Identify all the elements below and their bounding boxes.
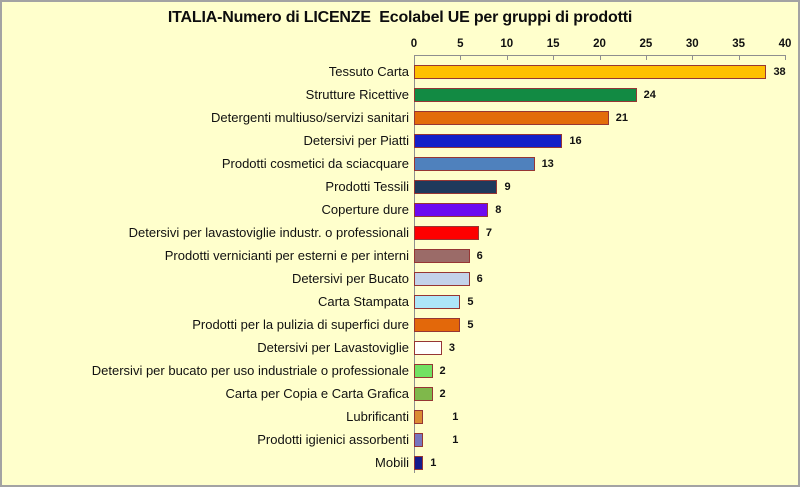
x-axis-tick-mark [506,55,508,60]
bar [414,249,470,263]
x-axis-tick-label: 15 [546,38,560,50]
category-label: Detersivi per Lavastoviglie [257,340,409,355]
category-label: Detergenti multiuso/servizi sanitari [211,110,409,125]
category-label: Detersivi per bucato per uso industriale… [91,363,409,378]
bar [414,203,489,217]
value-label: 9 [504,181,511,193]
category-label: Prodotti cosmetici da sciacquare [221,156,409,171]
x-axis-tick-label: 10 [500,38,514,50]
bar [414,88,637,102]
category-label: Mobili [375,455,409,470]
category-label: Carta Stampata [317,294,409,309]
value-label: 6 [476,273,483,285]
x-axis-tick-mark [785,55,786,60]
bar [414,180,498,194]
y-axis-line [414,55,415,473]
category-label: Prodotti vernicianti per esterni e per i… [164,248,409,263]
bar [414,318,461,332]
bar [414,134,563,148]
category-label: Strutture Ricettive [305,87,409,102]
value-label: 38 [773,66,786,78]
bar [414,65,767,79]
bar [414,295,461,309]
bar [414,272,470,286]
bar [414,387,433,401]
category-label: Detersivi per lavastoviglie industr. o p… [128,225,409,240]
bar [414,456,424,470]
category-label: Lubrificanti [346,409,409,424]
x-axis-tick-label: 40 [778,38,792,50]
value-label: 21 [615,112,629,124]
bar [414,111,609,125]
category-label: Tessuto Carta [328,64,409,79]
value-label: 2 [439,365,446,377]
category-label: Detersivi per Piatti [303,133,409,148]
bar [414,226,479,240]
bar [414,410,424,424]
value-label: 1 [452,411,459,423]
x-axis-tick-label: 35 [732,38,746,50]
value-label: 5 [467,296,474,308]
x-axis-tick-label: 5 [457,38,464,50]
category-label: Detersivi per Bucato [291,271,409,286]
value-label: 1 [430,457,437,469]
category-label: Prodotti Tessili [325,179,409,194]
bar [414,341,442,355]
x-axis-tick-label: 20 [593,38,606,50]
x-axis-tick-mark [738,55,740,60]
value-label: 7 [485,227,493,239]
x-axis-tick-mark [599,55,601,60]
value-label: 5 [467,319,474,331]
value-label: 2 [439,388,446,400]
x-axis-tick-mark [645,55,647,60]
x-axis-tick-mark [553,55,555,60]
value-label: 8 [495,204,502,216]
x-axis-tick-mark [460,55,462,60]
bar [414,157,535,171]
value-label: 13 [541,158,554,170]
category-label: Prodotti igienici assorbenti [257,432,409,447]
value-label: 24 [643,89,656,101]
chart-title: ITALIA-Numero di LICENZE Ecolabel UE per… [167,9,633,26]
x-axis-tick-label: 30 [685,38,699,50]
x-axis-tick-mark [692,55,694,60]
bar [414,433,424,447]
bar [414,364,433,378]
value-label: 3 [448,342,455,354]
category-label: Coperture dure [321,202,409,217]
x-axis-tick-mark [414,55,415,60]
category-label: Carta per Copia e Carta Grafica [225,386,409,401]
value-label: 6 [476,250,483,262]
value-label: 16 [569,135,582,147]
category-label: Prodotti per la pulizia di superfici dur… [192,317,409,332]
x-axis-tick-label: 25 [639,38,653,50]
x-axis-tick-label: 0 [410,38,418,50]
value-label: 1 [452,434,459,446]
